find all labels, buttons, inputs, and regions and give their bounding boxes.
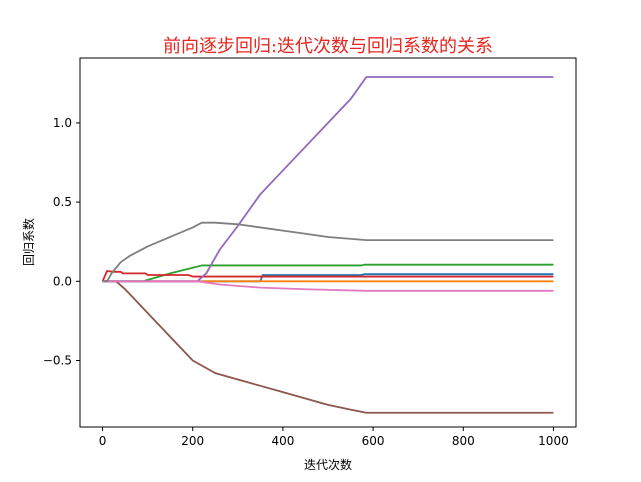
series-line-5 [102,76,554,283]
series-line-8 [102,221,554,283]
x-tick-label: 800 [452,434,475,448]
y-tick-label: −0.5 [43,353,72,367]
x-tick-label: 200 [181,434,204,448]
y-tick-label: 1.0 [53,116,72,130]
x-axis-label: 迭代次数 [304,457,352,472]
series-line-3 [102,263,554,283]
plot-area-frame [79,57,577,428]
x-tick-label: 400 [271,434,294,448]
x-tick-label: 0 [99,434,107,448]
y-tick-label: 0.5 [53,195,72,209]
series-line-4 [101,270,554,282]
series-line-6 [102,280,554,414]
y-axis: −0.5 0.0 0.5 1.0 [43,116,80,367]
series-layer [101,76,554,414]
x-tick-label: 600 [362,434,385,448]
x-tick-label: 1000 [538,434,569,448]
chart-title: 前向逐步回归:迭代次数与回归系数的关系 [163,36,493,57]
series-line-7 [102,280,554,292]
x-axis: 0 200 400 600 800 1000 [99,427,569,448]
y-tick-label: 0.0 [53,274,72,288]
y-axis-label: 回归系数 [21,218,36,266]
